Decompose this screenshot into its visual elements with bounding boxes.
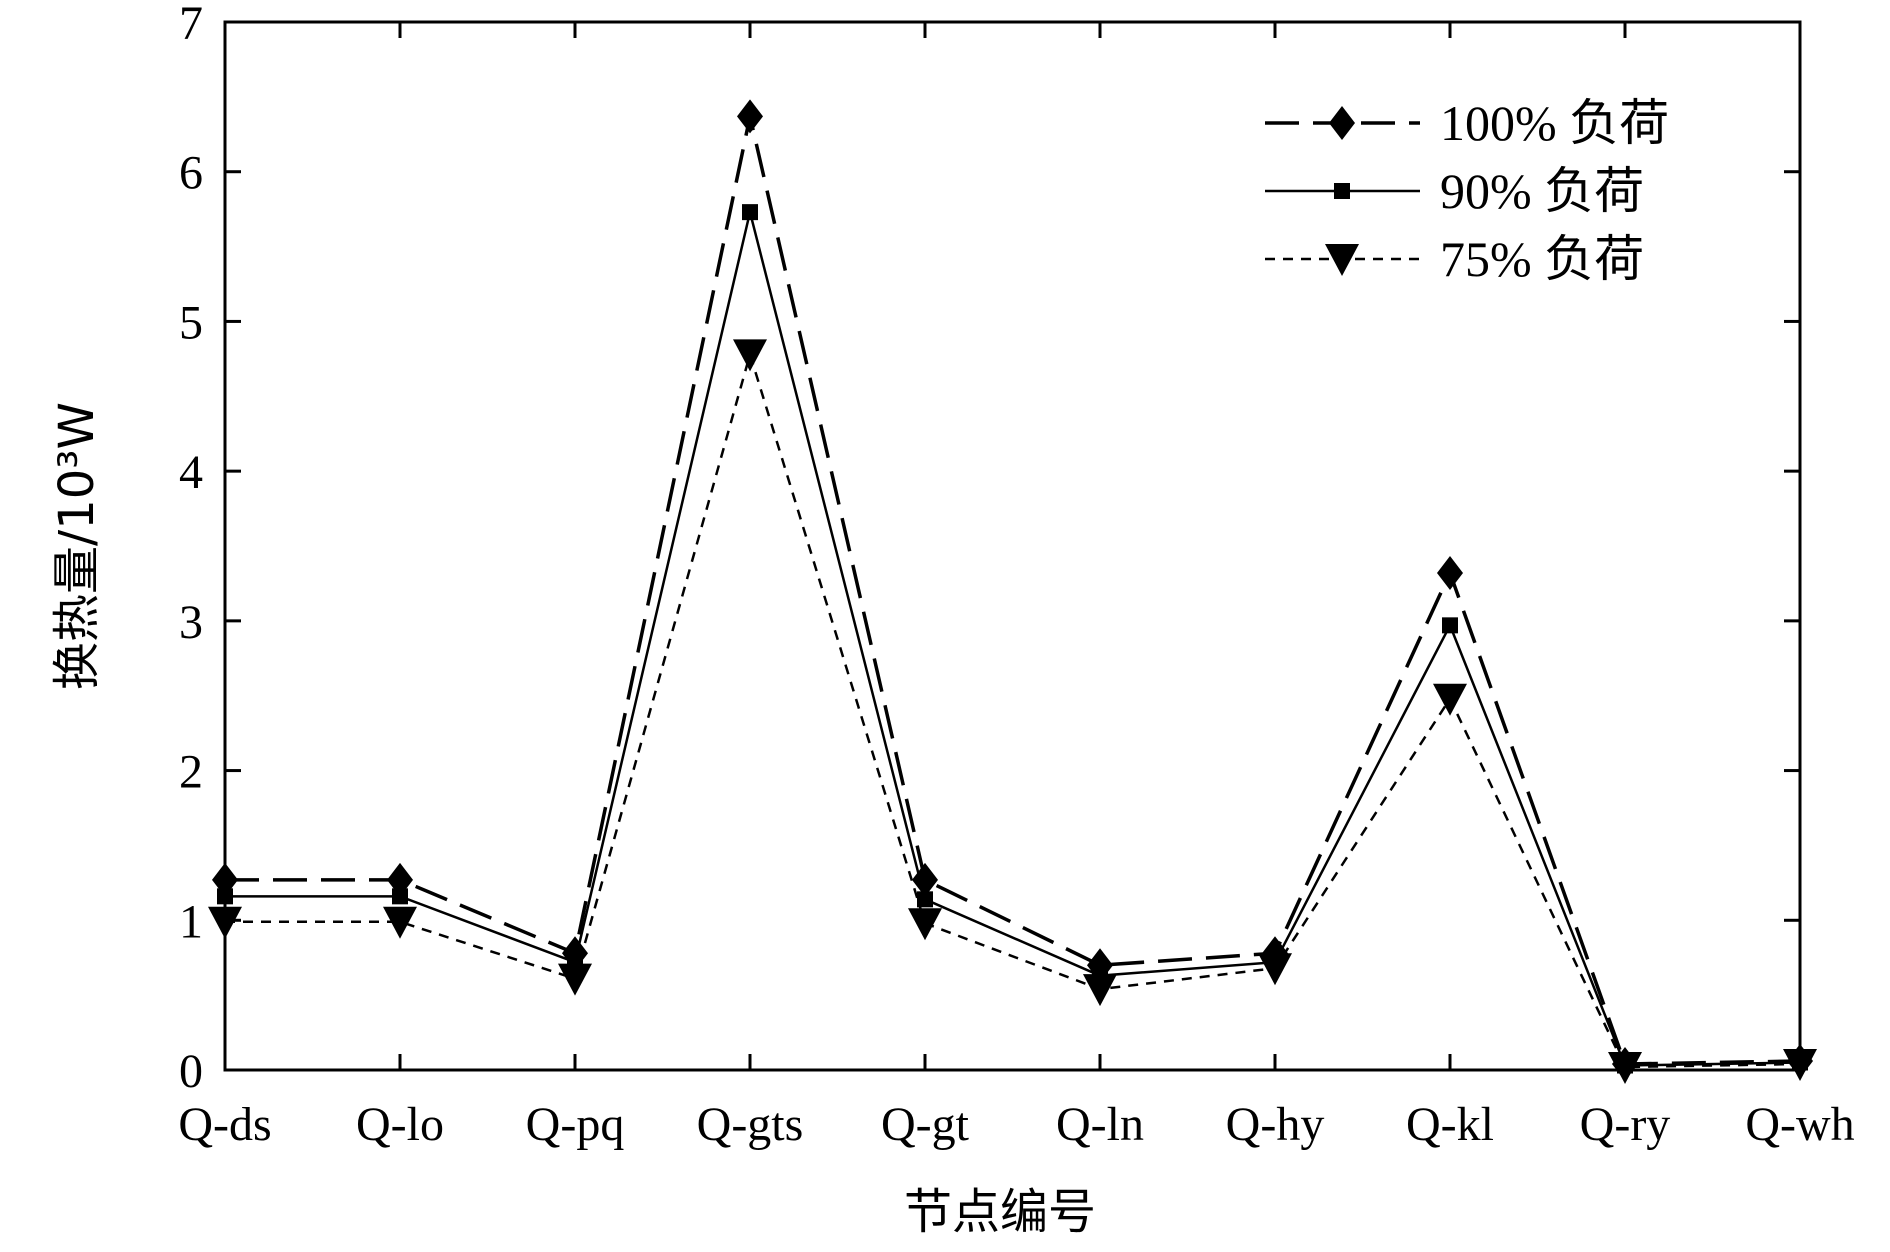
x-tick-label: Q-hy xyxy=(1226,1098,1325,1151)
data-point xyxy=(1783,1049,1817,1082)
series-layer xyxy=(208,99,1817,1085)
legend-label: 75% 负荷 xyxy=(1440,231,1644,287)
data-point xyxy=(208,906,242,939)
series-line xyxy=(225,115,1801,1066)
data-point xyxy=(737,99,763,134)
data-point xyxy=(733,339,767,372)
data-point xyxy=(908,908,942,941)
x-tick-label: Q-ry xyxy=(1580,1098,1671,1151)
x-tick-label: Q-lo xyxy=(356,1098,444,1151)
x-tick-label: Q-pq xyxy=(526,1098,625,1151)
x-axis: Q-ds Q-lo Q-pq Q-gts Q-gt Q-ln Q-hy Q-kl Q-ry Q-w… xyxy=(178,22,1855,1151)
series-line xyxy=(225,211,1801,1067)
data-point xyxy=(742,204,758,221)
data-point xyxy=(1437,555,1463,590)
series-2 xyxy=(217,204,1808,1074)
y-tick-label: 4 xyxy=(179,446,203,499)
x-tick-label: Q-gts xyxy=(697,1098,804,1151)
legend: 100% 负荷 90% 负荷 75% 负荷 xyxy=(1265,95,1669,287)
legend-swatch-marker xyxy=(1329,106,1355,140)
y-tick-label: 6 xyxy=(179,147,203,200)
y-tick-label: 7 xyxy=(179,0,203,50)
data-point xyxy=(1083,974,1117,1007)
legend-label: 90% 负荷 xyxy=(1440,163,1644,219)
data-point xyxy=(1258,953,1292,986)
y-axis-title: 换热量/10³W xyxy=(49,402,105,690)
x-tick-label: Q-kl xyxy=(1406,1098,1494,1151)
y-tick-label: 5 xyxy=(179,296,203,349)
x-axis-title: 节点编号 xyxy=(904,1184,1096,1240)
y-tick-label: 3 xyxy=(179,596,203,649)
legend-swatch-marker xyxy=(1325,244,1359,276)
y-tick-label: 1 xyxy=(179,895,203,948)
data-point xyxy=(1433,683,1467,716)
y-tick-label: 0 xyxy=(179,1045,203,1098)
plot-frame xyxy=(223,20,1802,1072)
data-point xyxy=(217,888,233,905)
series-line xyxy=(225,349,1801,1069)
x-tick-label: Q-ds xyxy=(178,1098,271,1151)
data-point xyxy=(392,888,408,905)
y-tick-label: 2 xyxy=(179,746,203,799)
y-axis: 0 1 2 3 4 5 6 7 xyxy=(179,0,1800,1098)
legend-swatch-marker xyxy=(1334,183,1350,199)
x-tick-label: Q-wh xyxy=(1745,1098,1854,1151)
series-3 xyxy=(208,339,1817,1085)
data-point xyxy=(383,906,417,939)
legend-label: 100% 负荷 xyxy=(1440,95,1669,151)
data-point xyxy=(558,963,592,996)
x-tick-label: Q-gt xyxy=(881,1098,970,1151)
data-point xyxy=(1608,1052,1642,1085)
data-point xyxy=(917,891,933,908)
x-tick-label: Q-ln xyxy=(1056,1098,1144,1151)
data-point xyxy=(1442,617,1458,634)
